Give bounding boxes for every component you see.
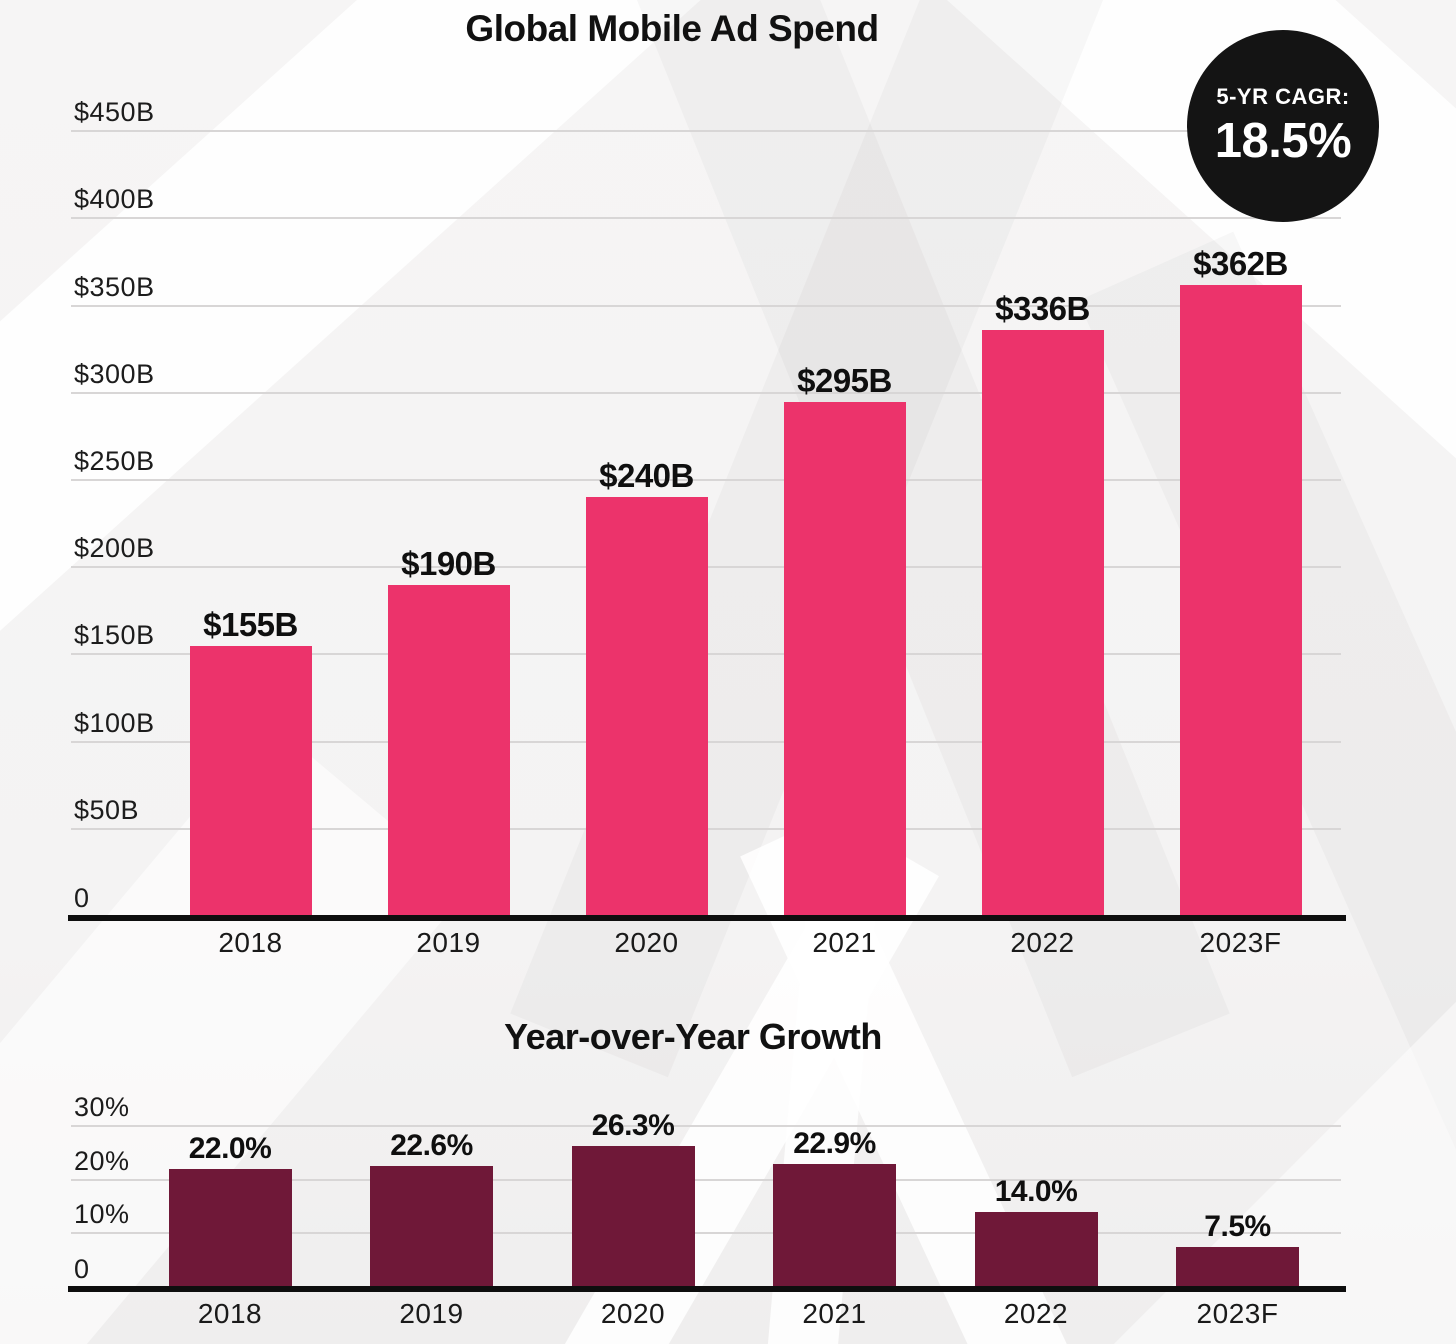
bar-value-label: 26.3%: [591, 1108, 675, 1142]
y-axis-tick-label: 10%: [74, 1199, 130, 1230]
bar-2018: [168, 1168, 292, 1289]
bar-2023F: [1176, 1246, 1299, 1289]
y-axis-zero-label: 0: [74, 1254, 90, 1284]
cagr-badge-label: 5-YR CAGR:: [1216, 83, 1350, 109]
bar-value-label: 22.6%: [390, 1128, 473, 1162]
bar-value-label: 7.5%: [1204, 1209, 1271, 1243]
bar-2021: [773, 1164, 896, 1289]
x-axis-tick-label: 2022: [1003, 1298, 1069, 1329]
x-axis-tick-label: 2019: [399, 1298, 464, 1329]
bar-value-label: 22.0%: [188, 1131, 272, 1165]
x-axis-tick-label: 2023F: [1196, 1298, 1279, 1329]
bar-2019: [370, 1165, 493, 1289]
bar-2022: [974, 1211, 1098, 1289]
x-axis-tick-label: 2018: [197, 1298, 263, 1329]
chart-title-ad-spend: Global Mobile Ad Spend: [465, 8, 879, 49]
x-axis-line: [68, 1286, 1346, 1292]
x-axis-tick-label: 2020: [600, 1298, 666, 1329]
cagr-badge-value: 18.5%: [1214, 113, 1352, 168]
chart-title-yoy-growth: Year-over-Year Growth: [504, 1016, 882, 1057]
bar-value-label: 14.0%: [994, 1174, 1078, 1208]
cagr-badge: 5-YR CAGR: 18.5%: [1187, 30, 1379, 222]
bar-2020: [571, 1145, 695, 1289]
bar-value-label: 22.9%: [793, 1127, 876, 1161]
y-axis-tick-label: 30%: [74, 1091, 130, 1122]
x-axis-tick-label: 2021: [802, 1298, 867, 1329]
